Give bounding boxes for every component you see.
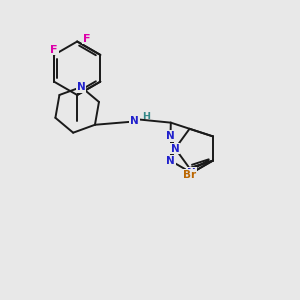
- Text: Br: Br: [183, 170, 196, 180]
- Text: F: F: [50, 44, 58, 55]
- Text: N: N: [166, 131, 175, 141]
- Text: H: H: [142, 112, 150, 121]
- Text: N: N: [130, 116, 139, 126]
- Text: F: F: [83, 34, 90, 44]
- Text: N: N: [187, 168, 196, 178]
- Text: N: N: [171, 143, 180, 154]
- Text: N: N: [77, 82, 85, 92]
- Text: N: N: [166, 156, 175, 166]
